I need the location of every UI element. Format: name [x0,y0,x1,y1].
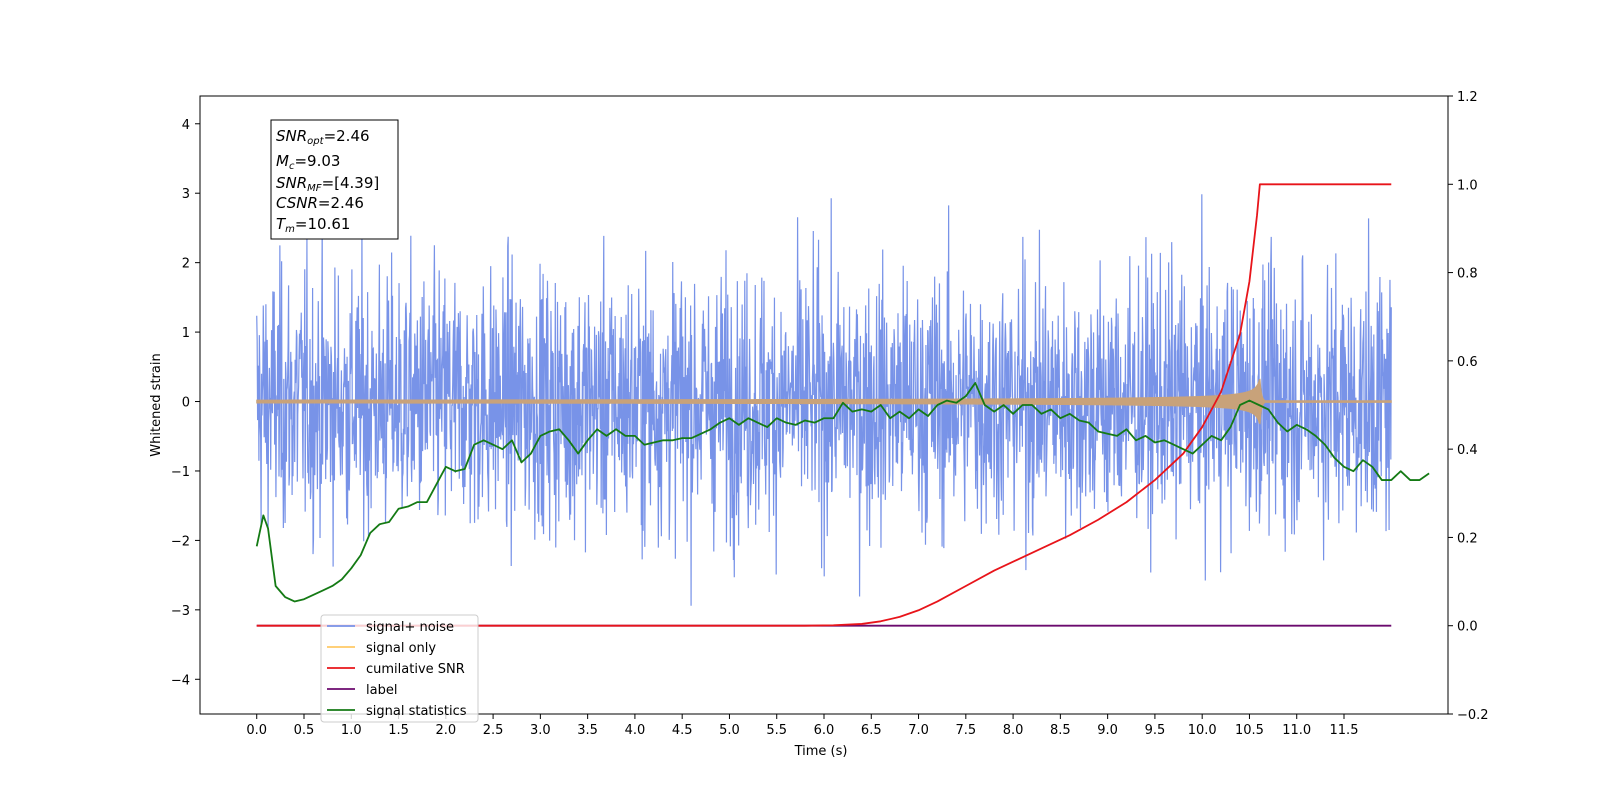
x-tick-label-13: 6.5 [861,723,882,738]
x-tick-label-18: 9.0 [1097,723,1118,738]
x-tick-label-22: 11.0 [1282,723,1311,738]
x-tick-label-17: 8.5 [1050,723,1071,738]
annotation-snr-mf: SNRMF=[4.39] [276,174,379,194]
y2-tick-label-1: 0.0 [1457,620,1478,635]
legend-label-3: label [366,683,397,698]
legend-label-1: signal only [366,641,436,656]
series-signal-noise [256,194,1392,606]
x-tick-label-21: 10.5 [1235,723,1264,738]
x-axis: 0.0 0.5 1.0 1.5 2.0 2.5 3.0 3.5 4.0 4.5 5.0 5.5 6.0 6… [246,714,1358,738]
annotation-frame [270,119,399,240]
x-tick-label-11: 5.5 [766,723,787,738]
x-tick-label-12: 6.0 [814,723,835,738]
y-tick-label-2: −2 [171,534,190,549]
x-tick-label-6: 3.0 [530,723,551,738]
x-tick-label-3: 1.5 [388,723,409,738]
series-signal-statistics [255,382,1430,603]
annotation-tm: Tm=10.61 [276,215,350,235]
legend-label-0: signal+ noise [366,620,454,635]
y2-tick-label-7: 1.2 [1457,90,1478,105]
y-axis-left: −4 −3 −2 −1 0 1 2 3 4 [171,118,200,688]
x-tick-label-10: 5.0 [719,723,740,738]
x-tick-label-7: 3.5 [577,723,598,738]
y2-tick-label-0: −0.2 [1457,708,1489,723]
x-tick-label-23: 11.5 [1330,723,1359,738]
y-tick-label-5: 1 [182,326,190,341]
y2-tick-label-2: 0.2 [1457,531,1478,546]
x-tick-label-19: 9.5 [1145,723,1166,738]
x-tick-label-0: 0.0 [246,723,267,738]
series-signal-only [256,378,1392,425]
annotation-mc: Mc=9.03 [276,152,340,172]
y-tick-label-8: 4 [182,118,190,133]
y2-tick-label-3: 0.4 [1457,443,1478,458]
annotation-csnr: CSNR=2.46 [276,194,364,212]
x-tick-label-15: 7.5 [955,723,976,738]
y-axis-label: Whitened strain [149,353,164,456]
series-cumulative-snr [256,183,1392,627]
legend-frame [320,614,479,723]
y-tick-label-1: −3 [171,604,190,619]
x-tick-label-1: 0.5 [294,723,315,738]
x-tick-label-8: 4.0 [625,723,646,738]
y-tick-label-7: 3 [182,187,190,202]
x-tick-label-20: 10.0 [1188,723,1217,738]
x-tick-label-4: 2.0 [435,723,456,738]
legend-label-2: cumilative SNR [366,662,465,677]
x-axis-label: Time (s) [794,744,848,759]
x-tick-label-9: 4.5 [672,723,693,738]
y-tick-label-3: −1 [171,465,190,480]
y-tick-label-4: 0 [182,396,190,411]
x-tick-label-2: 1.0 [341,723,362,738]
x-tick-label-5: 2.5 [483,723,504,738]
y2-tick-label-5: 0.8 [1457,267,1478,282]
annotation-box: SNRopt=2.46 Mc=9.03 SNRMF=[4.39] CSNR=2.… [270,119,399,240]
y-tick-label-0: −4 [171,673,190,688]
legend-label-4: signal statistics [366,704,467,719]
y2-tick-label-6: 1.0 [1457,178,1478,193]
legend: signal+ noise signal only cumilative SNR la… [320,614,479,723]
y-axis-right: −0.2 0.0 0.2 0.4 0.6 0.8 1.0 1.2 [1448,90,1489,723]
annotation-snr-opt: SNRopt=2.46 [276,127,370,147]
y-tick-label-6: 2 [182,257,190,272]
x-tick-label-14: 7.0 [908,723,929,738]
y2-tick-label-4: 0.6 [1457,355,1478,370]
x-tick-label-16: 8.0 [1003,723,1024,738]
